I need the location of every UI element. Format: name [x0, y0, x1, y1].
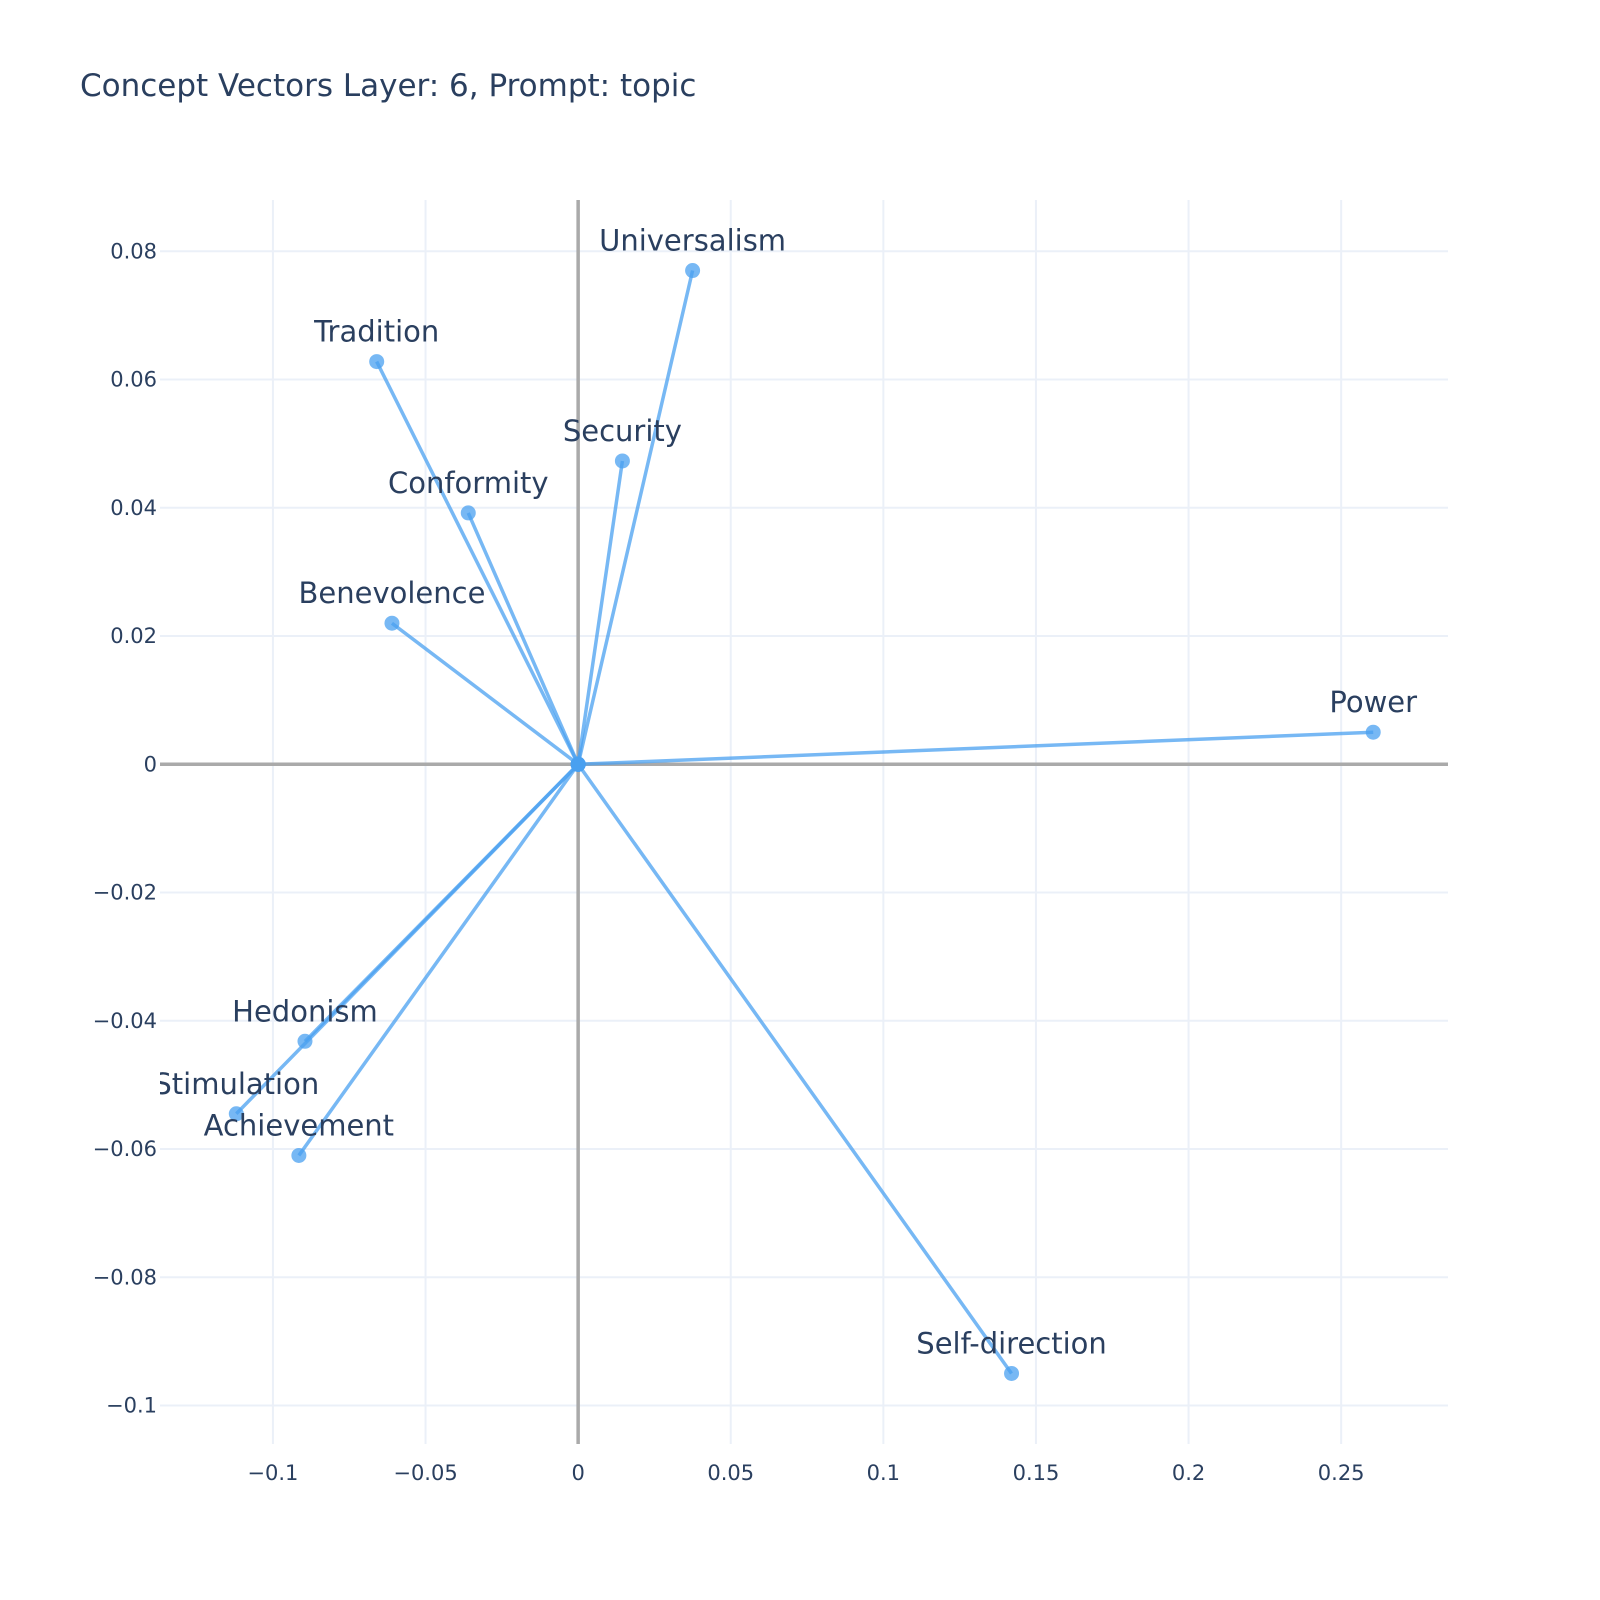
vector-conformity: [460, 505, 586, 772]
point-label-self-direction: Self-direction: [916, 1326, 1106, 1360]
y-tick-label: 0: [144, 752, 157, 776]
point-marker: [460, 505, 476, 521]
y-tick-label: −0.02: [93, 881, 157, 905]
point-label-security: Security: [563, 414, 682, 448]
point-label-benevolence: Benevolence: [298, 576, 485, 610]
vector-line: [466, 512, 580, 765]
point-label-power: Power: [1329, 685, 1417, 719]
zero-axes: [160, 200, 1448, 1444]
point-marker: [384, 615, 400, 631]
x-tick-label: 0.05: [707, 1461, 754, 1485]
origin-marker: [570, 756, 586, 772]
y-tick-label: −0.08: [93, 1265, 157, 1289]
grid-layer: [160, 200, 1448, 1444]
x-tick-label: 0.1: [867, 1461, 900, 1485]
point-label-achievement: Achievement: [204, 1108, 394, 1142]
point-marker: [369, 354, 385, 370]
vector-benevolence: [384, 615, 586, 772]
point-marker: [614, 453, 630, 469]
vector-self-direction: [570, 756, 1020, 1381]
chart-title: Concept Vectors Layer: 6, Prompt: topic: [80, 68, 697, 104]
y-tick-label: 0.02: [110, 624, 157, 648]
vector-line: [235, 763, 580, 1115]
point-marker: [1365, 724, 1381, 740]
y-tick-label: −0.04: [93, 1009, 157, 1033]
vector-line: [576, 270, 695, 765]
point-marker: [291, 1147, 307, 1163]
x-tick-label: −0.1: [247, 1461, 298, 1485]
point-marker: [228, 1106, 244, 1122]
vector-universalism: [570, 263, 701, 772]
vector-line: [297, 763, 580, 1157]
y-tick-label: 0.04: [110, 496, 157, 520]
point-label-conformity: Conformity: [388, 466, 549, 500]
vector-line: [578, 730, 1374, 767]
x-tick-label: 0.15: [1013, 1461, 1060, 1485]
point-label-universalism: Universalism: [599, 224, 786, 258]
tick-labels: −0.1 −0.05 0 0.05 0.1 0.15 0.2 0.25 0.08 0.06 0.04…: [93, 239, 1365, 1485]
x-tick-label: 0.2: [1172, 1461, 1205, 1485]
y-tick-label: −0.06: [93, 1137, 157, 1161]
vector-achievement: [291, 756, 586, 1163]
vector-line: [390, 621, 580, 766]
point-label-hedonism: Hedonism: [232, 994, 378, 1028]
point-labels: Universalism Tradition Security Conformity B…: [153, 224, 1417, 1361]
vector-layer: [228, 263, 1381, 1381]
y-tick-label: −0.1: [106, 1394, 157, 1418]
point-marker: [1004, 1365, 1020, 1381]
vector-line: [576, 460, 625, 765]
y-tick-label: 0.08: [110, 239, 157, 263]
y-tick-label: 0.06: [110, 368, 157, 392]
point-label-tradition: Tradition: [313, 315, 439, 349]
point-marker: [685, 263, 701, 279]
x-tick-label: −0.05: [393, 1461, 457, 1485]
vector-line: [375, 360, 580, 766]
point-label-stimulation: Stimulation: [153, 1067, 319, 1101]
x-tick-label: 0: [571, 1461, 584, 1485]
vector-line: [576, 763, 1013, 1375]
x-tick-label: 0.25: [1318, 1461, 1365, 1485]
